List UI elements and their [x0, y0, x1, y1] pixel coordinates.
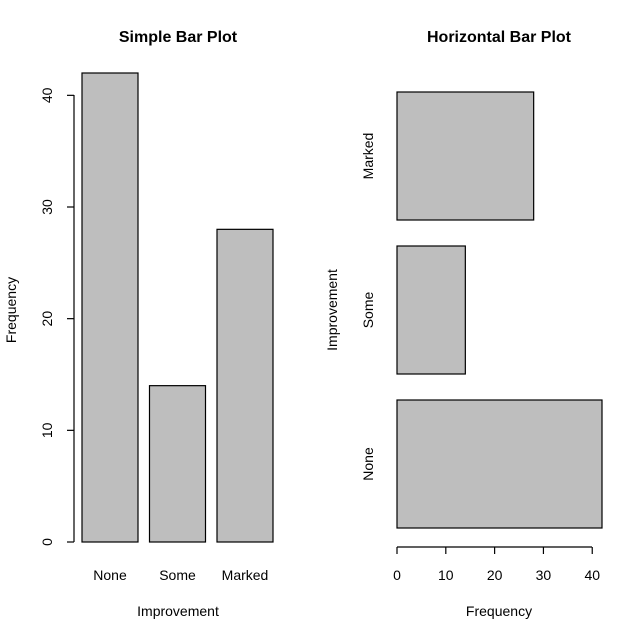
x-tick-label: 40 [584, 567, 600, 583]
bar-some [396, 245, 466, 375]
y-tick-label: 20 [39, 311, 55, 327]
chart-title: Horizontal Bar Plot [427, 29, 572, 46]
category-label: Marked [222, 567, 269, 583]
bar-none [81, 72, 139, 543]
y-tick-label: 0 [39, 538, 55, 546]
y-tick-label: 40 [39, 87, 55, 103]
bar-none [396, 399, 603, 529]
category-label: Marked [360, 133, 376, 180]
category-label: Some [159, 567, 196, 583]
y-axis-label: Frequency [3, 277, 19, 343]
bar-some [148, 385, 207, 543]
bar-marked [216, 228, 274, 543]
chart-horizontal-bar-plot: Horizontal Bar Plot 0 10 20 30 40 None Some Ma… [324, 29, 603, 619]
x-tick-label: 0 [393, 567, 401, 583]
x-axis-label: Improvement [137, 603, 219, 619]
x-axis-ticks: 0 10 20 30 40 [393, 547, 600, 583]
x-axis-categories: None Some Marked [93, 567, 268, 583]
x-tick-label: 30 [536, 567, 552, 583]
y-tick-label: 30 [39, 199, 55, 215]
category-label: Some [360, 292, 376, 329]
chart-simple-bar-plot: Simple Bar Plot 0 10 20 30 40 None Some Marked… [3, 29, 274, 619]
y-tick-label: 10 [39, 422, 55, 438]
x-tick-label: 20 [487, 567, 503, 583]
category-label: None [93, 567, 127, 583]
category-label: None [360, 447, 376, 481]
chart-title: Simple Bar Plot [119, 29, 238, 46]
bar-marked [396, 91, 535, 221]
y-axis-categories: None Some Marked [360, 133, 376, 481]
y-axis-label: Improvement [324, 269, 340, 351]
x-axis-label: Frequency [466, 603, 532, 619]
bars [81, 72, 274, 543]
x-tick-label: 10 [438, 567, 454, 583]
bars [396, 91, 603, 529]
y-axis-ticks: 0 10 20 30 40 [39, 87, 74, 546]
